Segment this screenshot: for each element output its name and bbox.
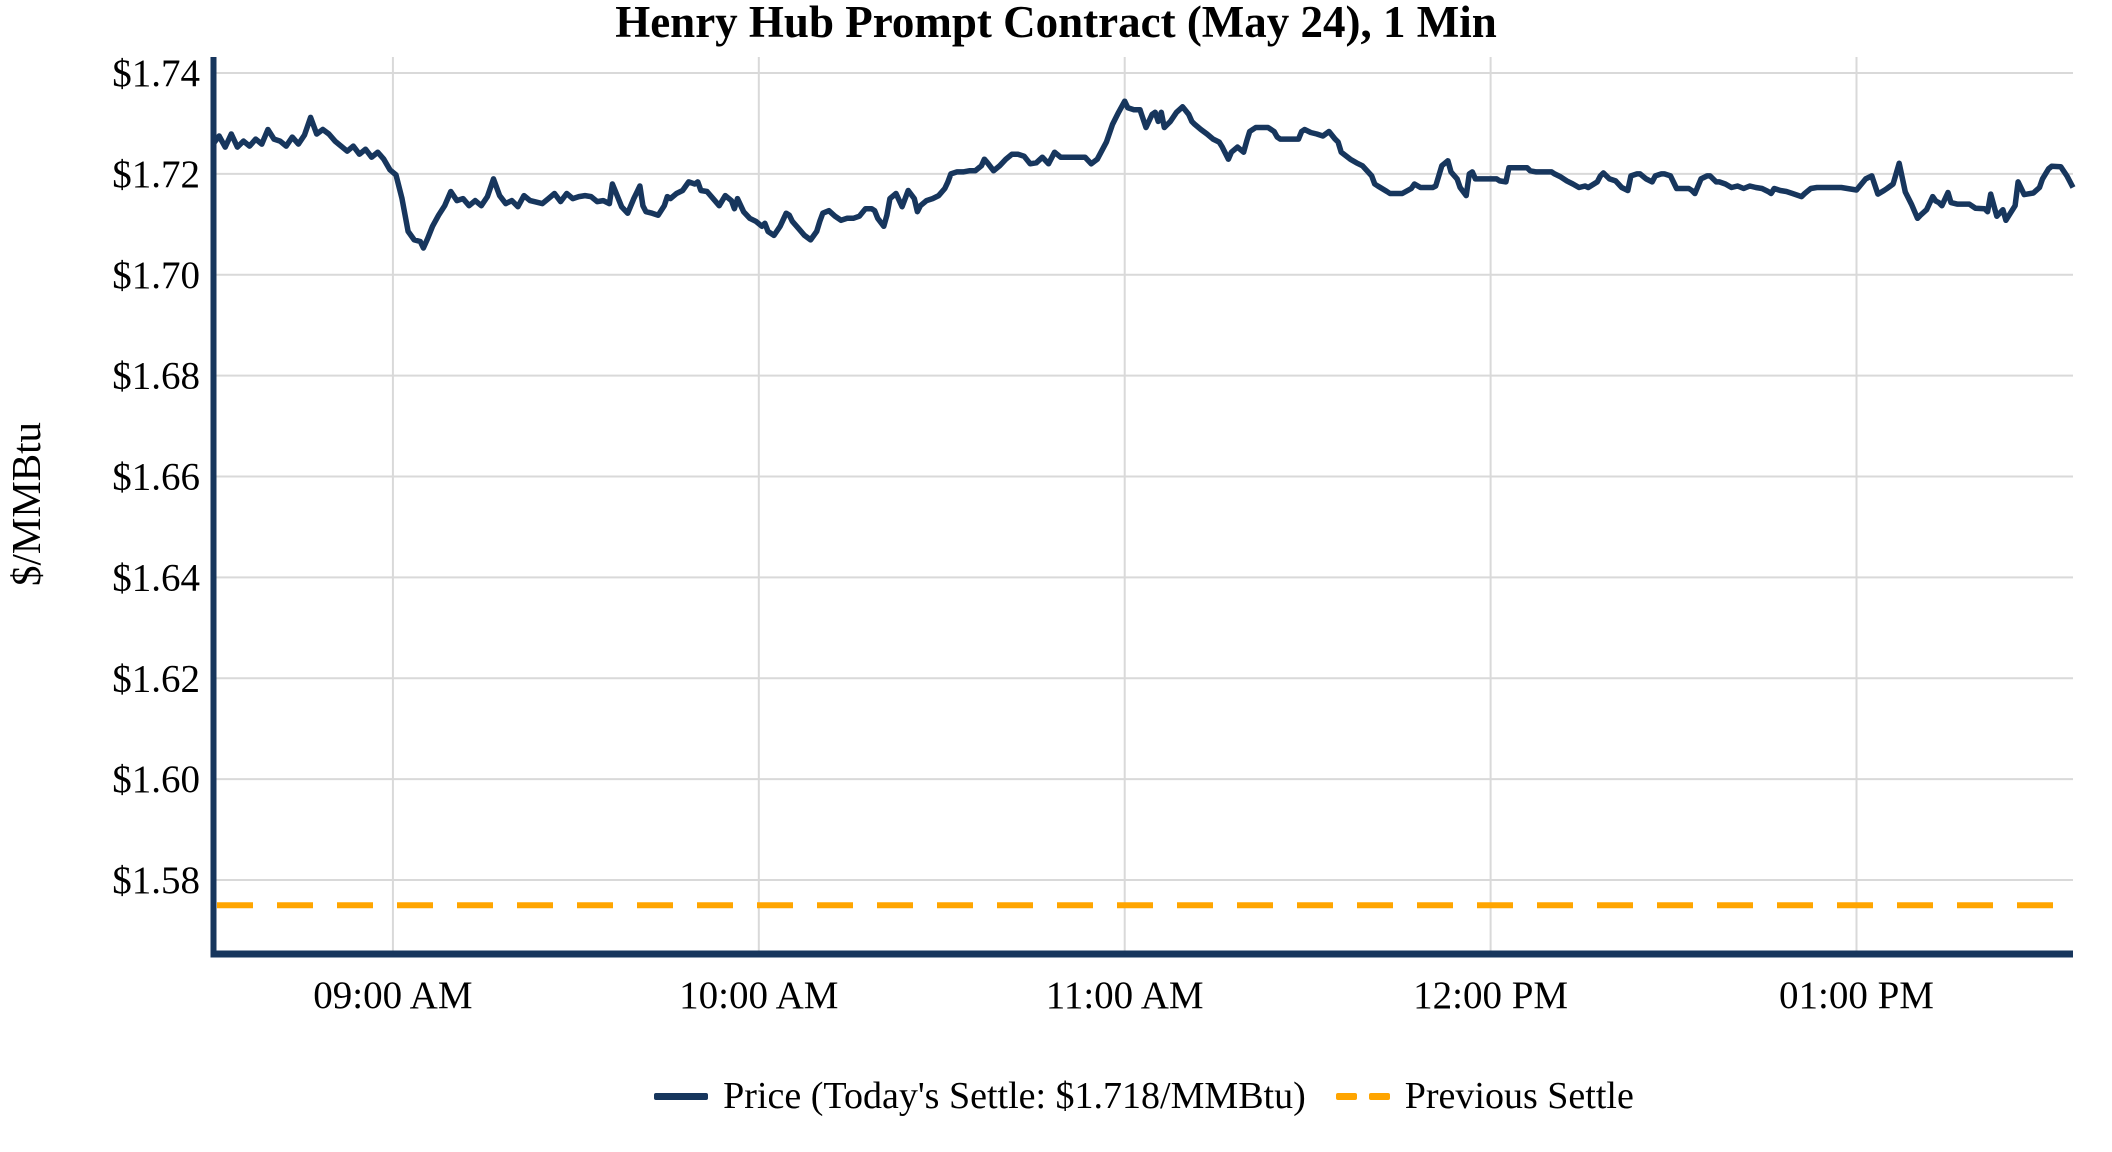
- y-tick-label: $1.58: [112, 859, 200, 902]
- price-legend-label: Price (Today's Settle: $1.718/MMBtu): [723, 1075, 1306, 1117]
- y-tick-label: $1.72: [112, 153, 200, 196]
- chart-title: Henry Hub Prompt Contract (May 24), 1 Mi…: [615, 0, 1497, 47]
- x-tick-label: 10:00 AM: [679, 974, 838, 1017]
- x-tick-label: 11:00 AM: [1046, 974, 1204, 1017]
- x-tick-label: 09:00 AM: [313, 974, 472, 1017]
- y-tick-label: $1.66: [112, 456, 200, 499]
- price-line-legend-swatch: [654, 1092, 709, 1100]
- y-tick-label: $1.60: [112, 758, 200, 801]
- y-tick-label: $1.62: [112, 657, 200, 700]
- x-tick-label: 01:00 PM: [1779, 974, 1934, 1017]
- chart-legend: Price (Today's Settle: $1.718/MMBtu) Pre…: [176, 1072, 2112, 1120]
- y-tick-label: $1.68: [112, 355, 200, 398]
- price-line: [210, 98, 2076, 251]
- previous-settle-dash-legend-swatch: [1335, 1092, 1390, 1100]
- y-tick-label: $1.74: [112, 52, 200, 95]
- previous-settle-legend-label: Previous Settle: [1404, 1075, 1634, 1117]
- y-tick-label: $1.70: [112, 254, 200, 297]
- x-tick-label: 12:00 PM: [1413, 974, 1568, 1017]
- y-tick-label: $1.64: [112, 556, 200, 599]
